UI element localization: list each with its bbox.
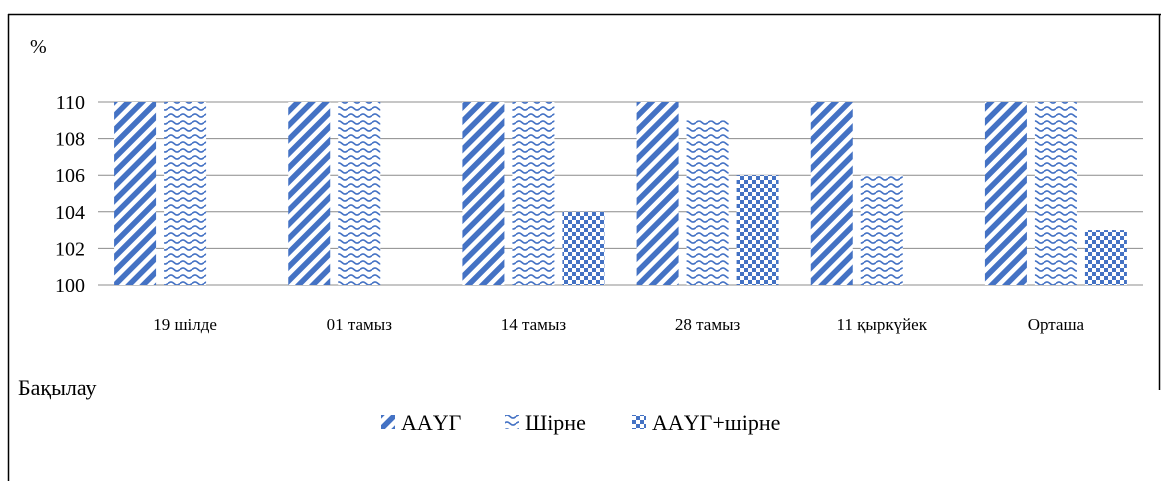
y-tick-label: 110 — [56, 92, 85, 114]
bar-wave — [686, 120, 729, 285]
bar-diagonal — [462, 102, 505, 285]
y-tick-label: 106 — [55, 165, 85, 187]
bar-diagonal — [636, 102, 679, 285]
x-tick-label: 01 тамыз — [327, 315, 393, 334]
legend-label: ААҮГ — [401, 410, 462, 435]
bar-wave — [338, 102, 381, 285]
y-tick-label: 108 — [55, 129, 85, 151]
side-label: Бақылау — [18, 375, 97, 400]
y-tick-label: 104 — [55, 202, 85, 224]
bar-wave — [164, 102, 207, 285]
x-tick-label: Орташа — [1028, 315, 1085, 334]
legend-swatch-checker — [632, 415, 646, 429]
bars — [114, 102, 1127, 285]
legend-label: ААҮГ+шірне — [652, 410, 780, 435]
y-axis-label: % — [30, 36, 47, 58]
bar-wave — [860, 175, 903, 285]
legend-swatch-diagonal — [381, 415, 395, 429]
y-tick-label: 100 — [55, 275, 85, 297]
x-tick-label: 11 қыркүйек — [837, 315, 928, 334]
y-axis-ticks: 100 102 104 106 108 110 — [55, 92, 85, 297]
bar-checker — [562, 211, 605, 285]
gridlines — [98, 101, 1143, 286]
bar-checker — [736, 175, 779, 285]
bar-wave — [1034, 102, 1077, 285]
bar-checker — [1084, 230, 1127, 285]
bar-diagonal — [114, 102, 157, 285]
bar-diagonal — [810, 102, 853, 285]
legend: ААҮГ Шірне ААҮГ+шірне — [381, 410, 780, 435]
y-tick-label: 102 — [55, 238, 85, 260]
bar-diagonal — [288, 102, 331, 285]
x-tick-label: 14 тамыз — [501, 315, 567, 334]
bar-wave — [512, 102, 555, 285]
bar-diagonal — [984, 102, 1027, 285]
x-axis-ticks: 19 шілде 01 тамыз 14 тамыз 28 тамыз 11 қыркү… — [153, 315, 1084, 334]
legend-swatch-wave — [505, 415, 519, 429]
x-tick-label: 28 тамыз — [675, 315, 741, 334]
x-tick-label: 19 шілде — [153, 315, 217, 334]
legend-label: Шірне — [525, 410, 586, 435]
